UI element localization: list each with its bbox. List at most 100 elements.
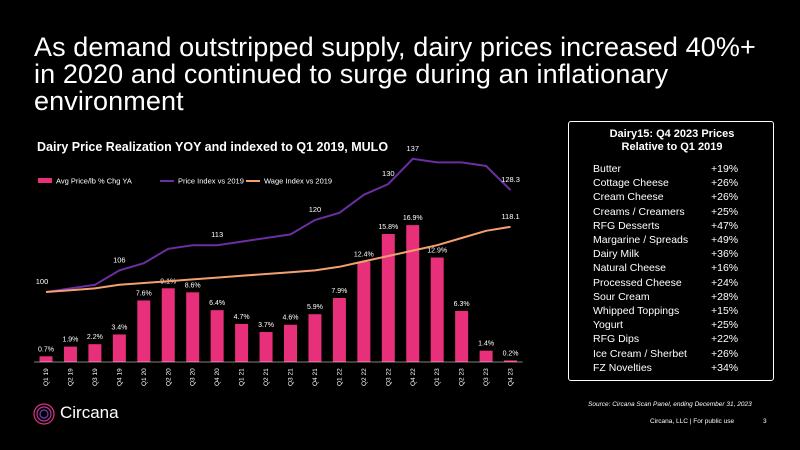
- bar: [284, 324, 297, 362]
- x-tick-label: Q3 22: [385, 368, 392, 386]
- panel-row-category: Dairy Milk: [593, 248, 640, 261]
- price-index-label: 137: [406, 144, 419, 153]
- price-index-label: 106: [113, 255, 126, 264]
- bar-data-label: 0.7%: [38, 346, 54, 353]
- panel-row-category: Whipped Toppings: [593, 305, 680, 317]
- bar-data-label: 12.4%: [354, 252, 374, 259]
- legend-label-wage-index: Wage Index vs 2019: [264, 177, 332, 186]
- x-tick-label: Q3 20: [190, 368, 197, 386]
- dairy-price-chart: Avg Price/lb % Chg YA Price Index vs 2019…: [34, 144, 523, 386]
- bar-data-label: 2.2%: [87, 334, 103, 341]
- bar-data-label: 5.9%: [307, 304, 323, 311]
- price-index-label: 100: [36, 277, 49, 286]
- panel-row-value: +36%: [711, 248, 739, 261]
- panel-row-category: Cream Cheese: [593, 191, 664, 204]
- panel-row-value: +25%: [711, 205, 739, 218]
- panel-row-value: +28%: [711, 290, 739, 303]
- bar: [210, 310, 224, 362]
- price-index-label: 120: [309, 205, 322, 214]
- wage-index-label: 118.1: [501, 212, 519, 221]
- dairy15-price-panel: Dairy15: Q4 2023 Prices Relative to Q1 2…: [568, 121, 774, 381]
- panel-row-value: +24%: [711, 276, 739, 289]
- price-index-label: 128.3: [501, 175, 520, 184]
- bar: [430, 257, 444, 362]
- bar: [161, 288, 175, 362]
- panel-title-line-1: Dairy15: Q4 2023 Prices: [609, 128, 735, 140]
- bar-data-label: 15.8%: [378, 224, 398, 231]
- bar: [381, 234, 395, 362]
- bar-data-label: 6.3%: [454, 301, 470, 308]
- panel-row-value: +25%: [711, 319, 739, 332]
- legend-label-bar: Avg Price/lb % Chg YA: [56, 177, 132, 186]
- panel-row-value: +49%: [711, 234, 739, 246]
- x-tick-label: Q1 23: [434, 368, 441, 386]
- panel-row-category: Sour Cream: [593, 290, 650, 303]
- panel-row-value: +15%: [711, 305, 739, 317]
- bar-data-label: 1.9%: [62, 337, 78, 344]
- bar-data-label: 7.6%: [136, 290, 152, 297]
- panel-row: Creams / Creamers +25%: [593, 205, 763, 219]
- x-tick-label: Q1 19: [43, 368, 50, 386]
- panel-row: RFG Dips +22%: [593, 332, 763, 346]
- x-tick-label: Q1 21: [239, 368, 246, 386]
- bar: [112, 334, 126, 362]
- bar: [63, 346, 77, 362]
- logo-text: Circana: [60, 403, 119, 422]
- bar-data-label: 6.4%: [209, 300, 225, 307]
- circana-logo-icon: [33, 403, 55, 425]
- panel-row-category: Processed Cheese: [593, 276, 682, 289]
- source-note: Source: Circana Scan Panel, ending Decem…: [588, 401, 752, 408]
- panel-row: Cream Cheese +26%: [593, 190, 763, 204]
- panel-row: Dairy Milk +36%: [593, 247, 763, 261]
- bar: [259, 332, 273, 362]
- bar: [186, 292, 200, 362]
- bar: [504, 360, 518, 362]
- panel-row-category: Yogurt: [593, 319, 623, 332]
- panel-row-value: +47%: [711, 219, 739, 232]
- panel-row-category: Cottage Cheese: [593, 177, 669, 190]
- slide-headline: As demand outstripped supply, dairy pric…: [34, 32, 756, 116]
- price-index-label: 130: [382, 169, 395, 178]
- x-tick-label: Q2 21: [263, 368, 270, 386]
- panel-row-value: +26%: [711, 177, 739, 190]
- legend-swatch-bar: [38, 178, 52, 183]
- x-tick-label: Q4 22: [410, 368, 417, 386]
- panel-row: Butter +19%: [593, 162, 763, 176]
- panel-row-category: RFG Desserts: [593, 219, 660, 232]
- x-tick-label: Q4 20: [214, 368, 221, 386]
- bar-data-label: 3.4%: [111, 324, 127, 331]
- panel-row: Cottage Cheese +26%: [593, 176, 763, 190]
- price-index-line: [45, 157, 512, 293]
- x-tick-label: Q2 20: [165, 368, 172, 386]
- panel-row: Whipped Toppings +15%: [593, 304, 763, 318]
- x-tick-label: Q1 22: [336, 368, 343, 386]
- bar: [235, 323, 249, 362]
- panel-title: Dairy15: Q4 2023 Prices Relative to Q1 2…: [569, 128, 775, 154]
- footer-note: Circana, LLC | For public use: [650, 418, 735, 425]
- bar: [455, 310, 469, 362]
- legend-label-price-index: Price Index vs 2019: [178, 177, 244, 186]
- bar-data-label: 12.9%: [427, 248, 447, 255]
- bar-data-label: 4.6%: [283, 315, 299, 322]
- x-tick-label: Q3 23: [483, 368, 490, 386]
- panel-row-category: Ice Cream / Sherbet: [593, 347, 687, 360]
- bar-data-label: 16.9%: [403, 215, 423, 222]
- panel-row: Sour Cream +28%: [593, 290, 763, 304]
- bar: [308, 314, 322, 362]
- bar: [39, 356, 53, 362]
- panel-row-value: +26%: [711, 191, 739, 204]
- panel-row: RFG Desserts +47%: [593, 219, 763, 233]
- x-tick-label: Q3 21: [288, 368, 295, 386]
- bar-data-label: 1.4%: [478, 341, 494, 348]
- page-number: 3: [763, 418, 767, 425]
- bar: [357, 261, 371, 362]
- bar-data-label: 8.6%: [185, 282, 201, 289]
- panel-row-category: RFG Dips: [593, 333, 640, 346]
- wage-index-line: [45, 225, 511, 293]
- x-tick-label: Q3 19: [92, 368, 99, 386]
- panel-row: Ice Cream / Sherbet +26%: [593, 347, 763, 361]
- panel-row: FZ Novelties +34%: [593, 361, 763, 375]
- bar: [406, 225, 420, 362]
- panel-row-category: FZ Novelties: [593, 361, 652, 374]
- price-index-label: 113: [211, 230, 223, 239]
